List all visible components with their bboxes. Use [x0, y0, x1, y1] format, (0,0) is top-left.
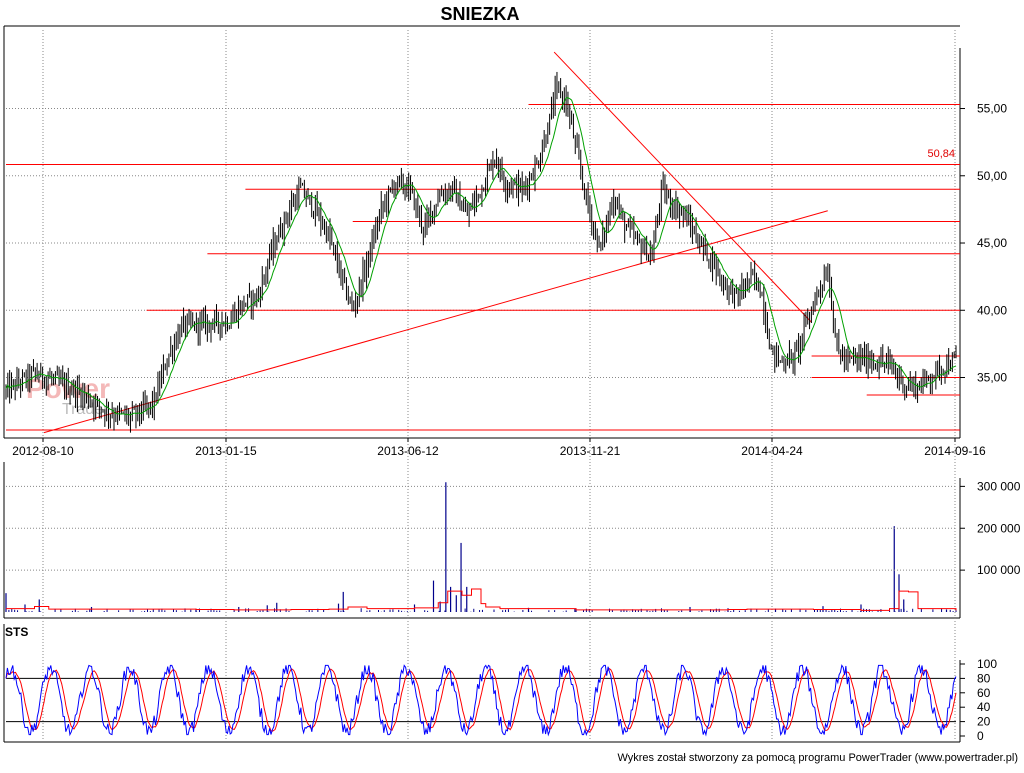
price-tick-label: 55,00 — [977, 102, 1007, 116]
trend-line — [553, 51, 812, 323]
sts-d-line — [5, 668, 957, 733]
horizontal-levels — [6, 103, 960, 431]
price-tick-label: 45,00 — [977, 236, 1007, 250]
price-annotation: 50,84 — [927, 148, 955, 160]
volume-tick-label: 300 000 — [977, 479, 1021, 493]
date-tick-label: 2012-08-10 — [12, 444, 74, 458]
trend-line — [43, 210, 828, 434]
price-tick-label: 40,00 — [977, 303, 1007, 317]
panel-frames — [3, 25, 961, 743]
trend-lines — [43, 51, 828, 434]
vertical-gridlines — [42, 30, 956, 740]
sts-tick-label: 0 — [977, 729, 984, 743]
date-axis-labels: 2012-08-10 2013-01-15 2013-06-12 2013-11-21… — [12, 438, 986, 458]
date-tick-label: 2014-04-24 — [741, 444, 803, 458]
sts-tick-label: 20 — [977, 715, 991, 729]
sts-tick-label: 100 — [977, 657, 997, 671]
volume-tick-label: 100 000 — [977, 563, 1021, 577]
volume-axis-ticks: 100 000 200 000 300 000 — [6, 479, 1021, 577]
price-tick-label: 50,00 — [977, 169, 1007, 183]
footer-credit: Wykres został stworzony za pomocą progra… — [617, 752, 1018, 764]
moving-average-line — [5, 97, 957, 416]
volume-average-line — [6, 588, 957, 611]
date-tick-label: 2013-06-12 — [377, 444, 439, 458]
sts-k-line — [5, 664, 957, 737]
volume-tick-label: 200 000 — [977, 521, 1021, 535]
date-tick-label: 2013-11-21 — [560, 444, 621, 458]
sts-tick-label: 40 — [977, 700, 991, 714]
chart-title: SNIEZKA — [440, 4, 519, 24]
sts-panel-label: STS — [5, 625, 28, 639]
price-axis-ticks: 35,00 40,00 45,00 50,00 55,00 — [960, 102, 1007, 385]
sts-tick-label: 80 — [977, 671, 991, 685]
date-tick-label: 2013-01-15 — [195, 444, 257, 458]
date-tick-label: 2014-09-16 — [924, 444, 986, 458]
volume-bars — [5, 482, 957, 612]
sts-tick-label: 60 — [977, 686, 991, 700]
price-tick-label: 35,00 — [977, 371, 1007, 385]
